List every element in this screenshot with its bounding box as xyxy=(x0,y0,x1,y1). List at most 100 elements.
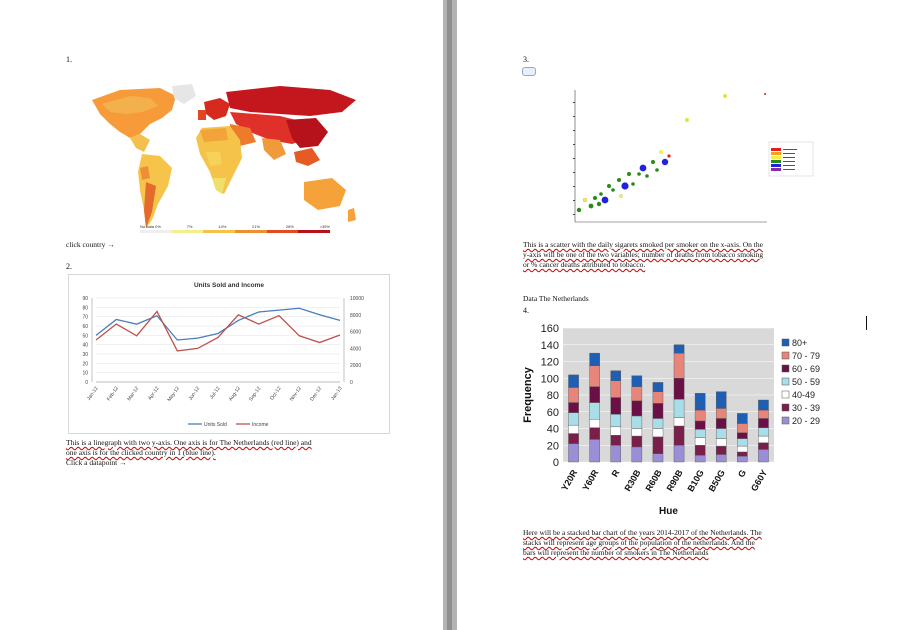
bar-segment xyxy=(715,418,727,429)
right-page: 3. xyxy=(457,0,900,630)
legend-swatch xyxy=(781,390,790,399)
y-left-tick-label: 30 xyxy=(82,352,88,358)
chart-title: Units Sold and Income xyxy=(194,282,264,289)
y-left-tick-label: 40 xyxy=(82,343,88,349)
bar-segment xyxy=(589,419,600,428)
data-point xyxy=(217,332,220,335)
legend-swatch xyxy=(781,351,790,360)
legend-swatch xyxy=(781,403,790,412)
bar-segment xyxy=(589,402,600,420)
bar-segment xyxy=(589,352,600,366)
y-right-tick-label: 6000 xyxy=(350,330,361,336)
linegraph-description-line-1: This is a linegraph with two y-axis. One… xyxy=(66,438,312,447)
x-tick-label: Y60R xyxy=(580,468,600,493)
bar-segment xyxy=(610,370,622,381)
x-tick-label: G xyxy=(736,468,748,479)
x-tick-label: Y20R xyxy=(559,468,579,493)
map-legend-label: 14% xyxy=(218,224,227,229)
y-axis-title: Frequency xyxy=(522,366,534,423)
y-left-tick-label: 90 xyxy=(82,296,88,302)
bar-segment xyxy=(568,443,579,463)
series-line-units-sold xyxy=(95,307,341,341)
y-tick-label: 140 xyxy=(541,340,559,352)
data-point xyxy=(115,323,118,326)
y-left-tick-label: 10 xyxy=(82,371,88,377)
map-legend-label: No data 0% xyxy=(140,224,161,229)
bar-segment xyxy=(758,409,769,419)
y-right-tick-label: 8000 xyxy=(350,313,361,319)
bar-segment xyxy=(673,417,685,427)
y-tick-label: 120 xyxy=(541,357,559,369)
data-point xyxy=(257,311,260,314)
y-left-tick-label: 80 xyxy=(82,305,88,311)
click-country-text: click country → xyxy=(66,240,115,249)
scatter-description-line-1: This is a scatter with the daily sigaret… xyxy=(523,240,763,249)
data-point xyxy=(278,309,281,312)
data-point xyxy=(135,334,138,337)
legend-label: 70 - 79 xyxy=(792,351,820,361)
bar-segment xyxy=(568,374,579,388)
bar-segment xyxy=(589,427,600,440)
bar-segment xyxy=(589,365,600,387)
y-tick-label: 100 xyxy=(541,373,559,385)
bar-segment xyxy=(652,382,664,392)
embedded-object-icon[interactable] xyxy=(522,67,536,76)
y-tick-label: 60 xyxy=(547,407,559,419)
bar-segment xyxy=(737,451,748,457)
data-point xyxy=(298,334,301,337)
scatter-plot-image[interactable] xyxy=(557,82,827,232)
y-left-tick-label: 20 xyxy=(82,361,88,367)
legend-label: 30 - 39 xyxy=(792,403,820,413)
legend-label: Units Sold xyxy=(204,422,227,428)
item-number-4: 4. xyxy=(523,306,529,315)
data-point xyxy=(156,310,159,313)
bar-segment xyxy=(652,403,664,419)
legend-label: 80+ xyxy=(792,338,807,348)
y-left-tick-label: 60 xyxy=(82,324,88,330)
bar-description-line-3: bars will represent the number of smoker… xyxy=(523,548,709,557)
bar-segment xyxy=(673,398,685,418)
world-choropleth-map[interactable] xyxy=(80,82,360,240)
y-tick-label: 80 xyxy=(547,390,559,402)
scatter-legend xyxy=(768,141,814,177)
y-left-tick-label: 50 xyxy=(82,333,88,339)
bar-segment xyxy=(737,413,748,424)
bar-segment xyxy=(631,415,643,429)
x-tick-label: G60Y xyxy=(749,468,769,493)
bar-segment xyxy=(694,445,706,456)
bar-segment xyxy=(631,400,643,417)
bar-segment xyxy=(589,439,600,463)
data-point xyxy=(339,334,342,337)
map-legend-label: >35% xyxy=(319,224,330,229)
scatter-description-line-2: y-axis will be one of the two variables;… xyxy=(523,250,764,259)
units-income-line-chart[interactable]: Units Sold and Income 0 10 20 30 40 50 60 70 80 90… xyxy=(68,274,390,434)
data-point xyxy=(176,339,179,342)
bar-segment xyxy=(631,446,643,463)
map-legend-label: 21% xyxy=(252,224,261,229)
bar-segment xyxy=(737,438,748,447)
bar-segment xyxy=(758,449,769,463)
x-tick-label: R30B xyxy=(622,468,642,493)
bar-segment xyxy=(631,435,643,448)
map-legend-label: 28% xyxy=(285,224,294,229)
data-point xyxy=(196,337,199,340)
data-netherlands-label: Data The Netherlands xyxy=(523,294,589,303)
data-point xyxy=(257,323,260,326)
bar-segment xyxy=(673,352,685,379)
bar-segment xyxy=(673,344,685,354)
bar-segment xyxy=(715,408,727,419)
legend-label: 20 - 29 xyxy=(792,416,820,426)
bar-segment xyxy=(568,412,579,426)
y-tick-label: 160 xyxy=(541,323,559,335)
bar-description-line-1: Here will be a stacked bar chart of the … xyxy=(523,528,762,537)
bar-segment xyxy=(694,437,706,446)
data-point xyxy=(135,323,138,326)
click-datapoint-text: Click a datapoint → xyxy=(66,458,127,467)
bar-description-line-2: stacks will represent age groups of the … xyxy=(523,538,755,547)
scatter-description-line-3: or % cancer deaths attributed to tobacco… xyxy=(523,260,646,269)
y-right-tick-label: 0 xyxy=(350,380,353,386)
bar-segment xyxy=(652,418,664,429)
y-left-tick-label: 0 xyxy=(85,380,88,386)
data-point xyxy=(95,339,98,342)
